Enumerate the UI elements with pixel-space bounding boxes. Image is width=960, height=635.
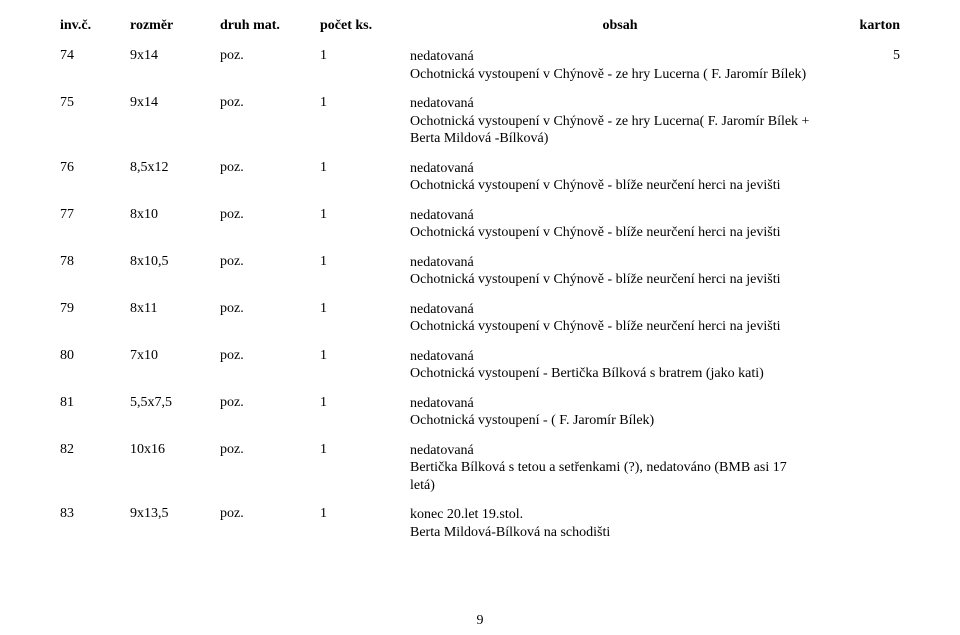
cell-rozmer: 9x13,5 bbox=[130, 506, 220, 522]
obsah-line: nedatovaná bbox=[410, 395, 810, 413]
cell-obsah: nedatovanáOchotnická vystoupení v Chýnov… bbox=[410, 95, 830, 148]
cell-druh: poz. bbox=[220, 442, 320, 458]
obsah-line: nedatovaná bbox=[410, 301, 810, 319]
table-row: 839x13,5poz.1konec 20.let 19.stol.Berta … bbox=[60, 506, 900, 541]
cell-pocet: 1 bbox=[320, 395, 410, 411]
table-row: 788x10,5poz.1nedatovanáOchotnická vystou… bbox=[60, 254, 900, 289]
header-obsah: obsah bbox=[410, 18, 830, 34]
cell-inv: 83 bbox=[60, 506, 130, 522]
cell-pocet: 1 bbox=[320, 506, 410, 522]
cell-karton: 5 bbox=[830, 48, 900, 64]
cell-rozmer: 8x10,5 bbox=[130, 254, 220, 270]
cell-druh: poz. bbox=[220, 395, 320, 411]
cell-druh: poz. bbox=[220, 160, 320, 176]
cell-obsah: nedatovanáOchotnická vystoupení v Chýnov… bbox=[410, 160, 830, 195]
cell-druh: poz. bbox=[220, 301, 320, 317]
cell-inv: 77 bbox=[60, 207, 130, 223]
cell-obsah: nedatovanáOchotnická vystoupení v Chýnov… bbox=[410, 48, 830, 83]
header-inv: inv.č. bbox=[60, 18, 130, 34]
obsah-line: Ochotnická vystoupení v Chýnově - ze hry… bbox=[410, 113, 810, 148]
cell-pocet: 1 bbox=[320, 301, 410, 317]
table-row: 759x14poz.1nedatovanáOchotnická vystoupe… bbox=[60, 95, 900, 148]
cell-druh: poz. bbox=[220, 506, 320, 522]
cell-druh: poz. bbox=[220, 254, 320, 270]
page-number: 9 bbox=[0, 613, 960, 629]
header-pocet: počet ks. bbox=[320, 18, 410, 34]
cell-obsah: nedatovanáOchotnická vystoupení v Chýnov… bbox=[410, 207, 830, 242]
cell-druh: poz. bbox=[220, 48, 320, 64]
obsah-line: nedatovaná bbox=[410, 254, 810, 272]
obsah-line: Berta Mildová-Bílková na schodišti bbox=[410, 524, 810, 542]
cell-inv: 79 bbox=[60, 301, 130, 317]
obsah-line: Ochotnická vystoupení - ( F. Jaromír Bíl… bbox=[410, 412, 810, 430]
obsah-line: nedatovaná bbox=[410, 48, 810, 66]
table-row: 778x10poz.1nedatovanáOchotnická vystoupe… bbox=[60, 207, 900, 242]
obsah-line: nedatovaná bbox=[410, 160, 810, 178]
obsah-line: Ochotnická vystoupení v Chýnově - blíže … bbox=[410, 177, 810, 195]
cell-obsah: nedatovanáOchotnická vystoupení v Chýnov… bbox=[410, 301, 830, 336]
cell-pocet: 1 bbox=[320, 160, 410, 176]
cell-rozmer: 10x16 bbox=[130, 442, 220, 458]
table-row: 798x11poz.1nedatovanáOchotnická vystoupe… bbox=[60, 301, 900, 336]
cell-druh: poz. bbox=[220, 207, 320, 223]
obsah-line: nedatovaná bbox=[410, 207, 810, 225]
header-druh: druh mat. bbox=[220, 18, 320, 34]
cell-obsah: konec 20.let 19.stol.Berta Mildová-Bílko… bbox=[410, 506, 830, 541]
cell-obsah: nedatovanáOchotnická vystoupení v Chýnov… bbox=[410, 254, 830, 289]
cell-inv: 75 bbox=[60, 95, 130, 111]
cell-obsah: nedatovanáBertička Bílková s tetou a set… bbox=[410, 442, 830, 495]
cell-rozmer: 8x11 bbox=[130, 301, 220, 317]
cell-rozmer: 5,5x7,5 bbox=[130, 395, 220, 411]
table-row: 8210x16poz.1nedatovanáBertička Bílková s… bbox=[60, 442, 900, 495]
cell-inv: 80 bbox=[60, 348, 130, 364]
cell-pocet: 1 bbox=[320, 48, 410, 64]
header-karton: karton bbox=[830, 18, 900, 34]
cell-inv: 74 bbox=[60, 48, 130, 64]
obsah-line: Ochotnická vystoupení v Chýnově - ze hry… bbox=[410, 66, 810, 84]
obsah-line: Ochotnická vystoupení v Chýnově - blíže … bbox=[410, 224, 810, 242]
obsah-line: nedatovaná bbox=[410, 348, 810, 366]
obsah-line: konec 20.let 19.stol. bbox=[410, 506, 810, 524]
table-body: 749x14poz.1nedatovanáOchotnická vystoupe… bbox=[60, 48, 900, 541]
cell-pocet: 1 bbox=[320, 348, 410, 364]
table-row: 749x14poz.1nedatovanáOchotnická vystoupe… bbox=[60, 48, 900, 83]
header-rozmer: rozměr bbox=[130, 18, 220, 34]
cell-inv: 82 bbox=[60, 442, 130, 458]
obsah-line: Bertička Bílková s tetou a setřenkami (?… bbox=[410, 459, 810, 494]
cell-obsah: nedatovanáOchotnická vystoupení - Bertič… bbox=[410, 348, 830, 383]
obsah-line: Ochotnická vystoupení v Chýnově - blíže … bbox=[410, 318, 810, 336]
table-row: 815,5x7,5poz.1nedatovanáOchotnická vysto… bbox=[60, 395, 900, 430]
cell-druh: poz. bbox=[220, 95, 320, 111]
cell-rozmer: 9x14 bbox=[130, 95, 220, 111]
cell-pocet: 1 bbox=[320, 442, 410, 458]
cell-inv: 78 bbox=[60, 254, 130, 270]
obsah-line: nedatovaná bbox=[410, 442, 810, 460]
cell-pocet: 1 bbox=[320, 95, 410, 111]
cell-rozmer: 8x10 bbox=[130, 207, 220, 223]
cell-pocet: 1 bbox=[320, 254, 410, 270]
cell-obsah: nedatovanáOchotnická vystoupení - ( F. J… bbox=[410, 395, 830, 430]
table-header: inv.č. rozměr druh mat. počet ks. obsah … bbox=[60, 18, 900, 34]
cell-druh: poz. bbox=[220, 348, 320, 364]
table-row: 768,5x12poz.1nedatovanáOchotnická vystou… bbox=[60, 160, 900, 195]
cell-rozmer: 7x10 bbox=[130, 348, 220, 364]
table-row: 807x10poz.1nedatovanáOchotnická vystoupe… bbox=[60, 348, 900, 383]
cell-rozmer: 8,5x12 bbox=[130, 160, 220, 176]
cell-rozmer: 9x14 bbox=[130, 48, 220, 64]
cell-inv: 81 bbox=[60, 395, 130, 411]
cell-inv: 76 bbox=[60, 160, 130, 176]
obsah-line: nedatovaná bbox=[410, 95, 810, 113]
cell-pocet: 1 bbox=[320, 207, 410, 223]
obsah-line: Ochotnická vystoupení v Chýnově - blíže … bbox=[410, 271, 810, 289]
obsah-line: Ochotnická vystoupení - Bertička Bílková… bbox=[410, 365, 810, 383]
